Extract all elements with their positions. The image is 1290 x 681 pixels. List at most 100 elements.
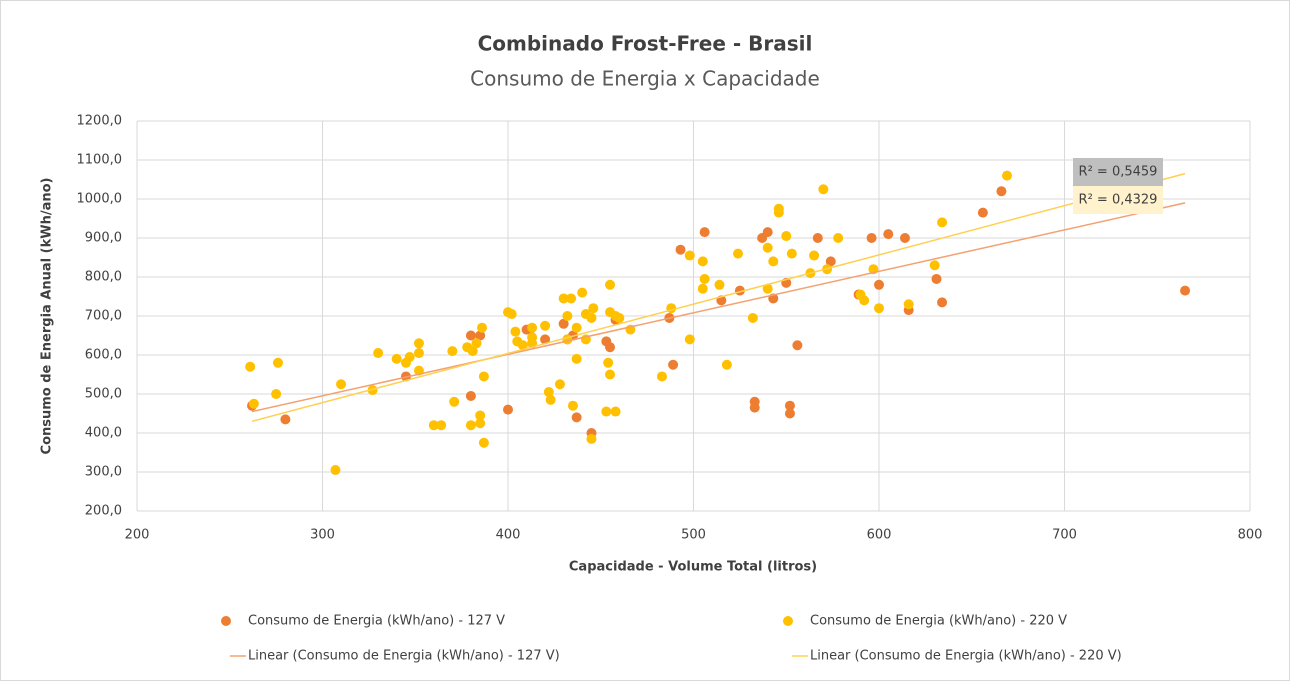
trendline <box>251 202 1186 413</box>
point <box>506 309 517 320</box>
y-tick-label: 1200,0 <box>77 114 123 129</box>
point <box>271 389 282 399</box>
point <box>784 408 795 419</box>
y-tick-label: 500,0 <box>85 387 122 402</box>
point <box>699 273 710 284</box>
point <box>577 287 588 298</box>
point <box>588 303 599 314</box>
point <box>614 312 625 323</box>
point <box>413 338 424 349</box>
point <box>467 346 478 357</box>
point <box>874 279 884 290</box>
point <box>809 250 820 261</box>
point <box>475 410 486 421</box>
x-tick-label: 600 <box>867 528 892 543</box>
point <box>714 279 725 290</box>
point <box>977 207 988 218</box>
point <box>330 465 341 476</box>
point <box>603 357 614 368</box>
point <box>272 357 283 368</box>
point <box>428 420 439 431</box>
x-tick-label: 200 <box>125 528 150 543</box>
point <box>404 351 415 362</box>
point <box>391 353 402 364</box>
y-tick-label: 1100,0 <box>77 153 123 168</box>
point <box>768 256 779 267</box>
point <box>540 320 551 331</box>
point <box>784 400 795 411</box>
point <box>684 250 695 261</box>
point <box>562 311 573 321</box>
point <box>571 322 582 333</box>
point <box>336 379 347 390</box>
legend-marker <box>783 616 793 626</box>
annotation: R² = 0,4329 <box>1079 193 1158 208</box>
point <box>931 273 942 284</box>
point <box>248 398 259 409</box>
x-tick-label: 800 <box>1238 528 1263 543</box>
legend-marker <box>221 616 231 626</box>
point <box>558 293 569 304</box>
point <box>818 184 829 195</box>
y-tick-label: 200,0 <box>85 504 122 519</box>
point <box>586 312 597 323</box>
point <box>373 348 384 359</box>
point <box>859 295 870 306</box>
y-tick-label: 600,0 <box>85 348 122 363</box>
point <box>866 233 877 243</box>
annotation-box <box>1073 186 1163 214</box>
point <box>675 244 686 255</box>
x-axis-label: Capacidade - Volume Total (litros) <box>569 560 817 575</box>
point <box>475 330 486 341</box>
y-tick-label: 400,0 <box>85 426 122 441</box>
y-tick-label: 700,0 <box>85 309 122 324</box>
point <box>762 283 773 294</box>
point <box>786 248 797 259</box>
point <box>610 406 621 417</box>
point <box>937 217 948 228</box>
legend-label: Consumo de Energia (kWh/ano) - 127 V <box>248 614 505 629</box>
point <box>471 338 482 349</box>
point <box>280 414 291 425</box>
point <box>543 387 554 398</box>
point <box>996 186 1007 197</box>
point <box>762 242 773 253</box>
point <box>668 359 679 370</box>
y-axis-label: Consumo de Energia Anual (kWh/ano) <box>40 178 55 455</box>
point <box>899 233 910 243</box>
annotation-box <box>1073 158 1163 186</box>
point <box>1001 170 1012 181</box>
point <box>937 297 948 308</box>
point <box>475 418 486 429</box>
point <box>747 312 758 323</box>
point <box>792 340 803 351</box>
point <box>812 233 823 243</box>
point <box>566 293 577 304</box>
point <box>697 256 708 267</box>
point <box>517 340 528 351</box>
point <box>605 342 616 353</box>
point <box>699 227 710 238</box>
point <box>449 396 460 407</box>
x-tick-label: 400 <box>496 528 521 543</box>
chart-subtitle: Consumo de Energia x Capacidade <box>470 67 820 91</box>
point <box>436 420 447 431</box>
y-tick-label: 900,0 <box>85 231 122 246</box>
point <box>527 322 538 333</box>
point <box>903 299 914 310</box>
point <box>558 318 569 329</box>
point <box>721 359 732 370</box>
point <box>1180 285 1191 296</box>
x-tick-label: 300 <box>310 528 335 543</box>
point <box>465 390 476 401</box>
point <box>465 330 476 341</box>
point <box>571 353 582 364</box>
point <box>554 379 565 390</box>
annotation: R² = 0,5459 <box>1079 165 1158 180</box>
legend-label: Linear (Consumo de Energia (kWh/ano) - 2… <box>810 649 1122 664</box>
x-tick-label: 700 <box>1052 528 1077 543</box>
point <box>601 406 612 417</box>
point <box>465 420 476 431</box>
point <box>684 334 695 345</box>
point <box>833 233 844 243</box>
